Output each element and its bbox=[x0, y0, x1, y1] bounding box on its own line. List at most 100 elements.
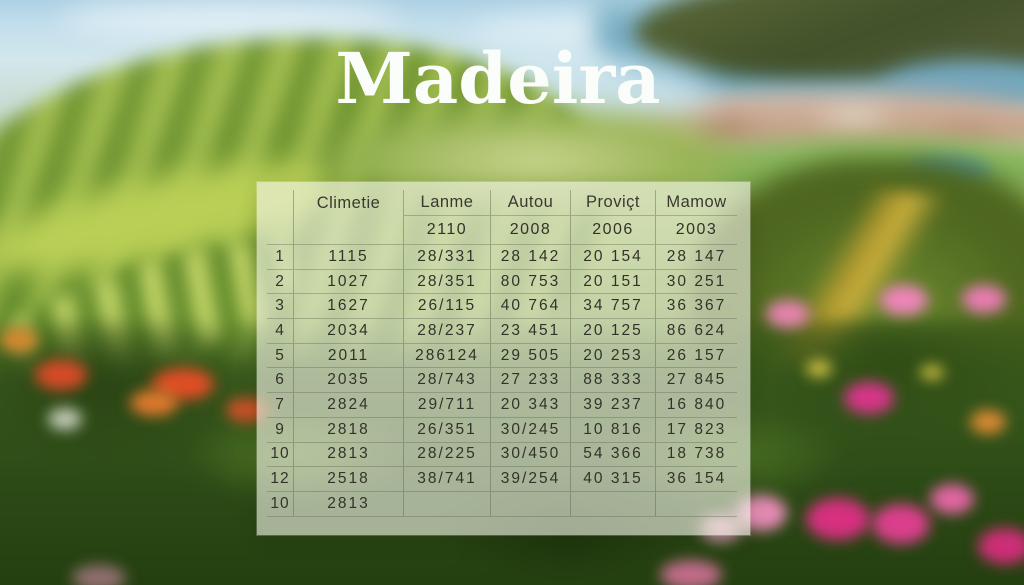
table-cell bbox=[490, 491, 570, 517]
table-cell: 39 237 bbox=[570, 393, 655, 418]
table-cell: 29 505 bbox=[490, 343, 570, 369]
table-cell: 2035 bbox=[293, 368, 403, 394]
table-cell bbox=[570, 491, 655, 517]
table-cell: 39/254 bbox=[490, 467, 570, 492]
row-number: 7 bbox=[267, 393, 293, 418]
row-number: 12 bbox=[267, 467, 293, 492]
table-cell: 40 764 bbox=[490, 294, 570, 320]
table-cell: 2813 bbox=[293, 491, 403, 517]
row-number: 5 bbox=[267, 344, 293, 369]
table-cell: 16 840 bbox=[655, 393, 737, 418]
row-number: 10 bbox=[267, 443, 293, 468]
table-cell: 23 451 bbox=[490, 319, 570, 344]
flower-orange bbox=[970, 410, 1006, 434]
flower-pink bbox=[880, 285, 928, 315]
row-number: 2 bbox=[267, 270, 293, 295]
column-header: Mamow bbox=[655, 190, 737, 216]
table-grid: Climetie Lanme Autou Proviçt Mamow 2110 2008 20… bbox=[267, 190, 737, 517]
table-cell: 30/450 bbox=[490, 442, 570, 468]
row-number: 4 bbox=[267, 319, 293, 344]
flower-pink bbox=[930, 484, 974, 514]
flower-yellow bbox=[920, 365, 944, 380]
table-cell: 28/331 bbox=[403, 245, 490, 270]
table-cell: 1115 bbox=[293, 245, 403, 270]
column-header: Lanme bbox=[403, 190, 490, 216]
table-cell: 17 823 bbox=[655, 417, 737, 443]
table-cell: 20 125 bbox=[570, 319, 655, 344]
table-cell: 2818 bbox=[293, 417, 403, 443]
cloud bbox=[60, 0, 400, 36]
table-cell: 36 154 bbox=[655, 467, 737, 492]
table-cell: 80 753 bbox=[490, 269, 570, 295]
flower-white bbox=[48, 408, 82, 430]
table-cell: 1627 bbox=[293, 294, 403, 320]
table-cell: 26 157 bbox=[655, 343, 737, 369]
table-cell: 18 738 bbox=[655, 442, 737, 468]
row-number: 1 bbox=[267, 245, 293, 270]
table-cell bbox=[655, 491, 737, 517]
table-cell: 20 154 bbox=[570, 245, 655, 270]
table-cell: 28/237 bbox=[403, 319, 490, 344]
flower-yellow bbox=[806, 360, 832, 377]
table-cell: 27 845 bbox=[655, 368, 737, 394]
table-cell: 286124 bbox=[403, 343, 490, 369]
column-year: 2006 bbox=[570, 216, 655, 245]
flower-magenta bbox=[844, 382, 894, 414]
table-cell: 2813 bbox=[293, 442, 403, 468]
table-cell: 20 151 bbox=[570, 269, 655, 295]
column-year: 2003 bbox=[655, 216, 737, 245]
flower-orange bbox=[0, 328, 38, 352]
column-header: Climetie bbox=[293, 190, 403, 216]
table-cell: 40 315 bbox=[570, 467, 655, 492]
corner-cell bbox=[267, 190, 293, 216]
table-cell: 27 233 bbox=[490, 368, 570, 394]
row-number: 10 bbox=[267, 492, 293, 517]
flower-pink bbox=[72, 565, 126, 585]
table-cell: 2034 bbox=[293, 319, 403, 344]
table-cell: 30/245 bbox=[490, 417, 570, 443]
column-header: Autou bbox=[490, 190, 570, 216]
table-cell: 1027 bbox=[293, 269, 403, 295]
column-header: Proviçt bbox=[570, 190, 655, 216]
flower-magenta bbox=[978, 528, 1024, 564]
flower-pink bbox=[660, 560, 722, 585]
column-year: 2008 bbox=[490, 216, 570, 245]
table-cell: 28 142 bbox=[490, 245, 570, 270]
table-cell: 88 333 bbox=[570, 368, 655, 394]
table-cell: 2011 bbox=[293, 343, 403, 369]
table-cell: 30 251 bbox=[655, 269, 737, 295]
table-cell: 38/741 bbox=[403, 467, 490, 492]
page-title: Madeira bbox=[335, 37, 661, 120]
data-table-panel: Climetie Lanme Autou Proviçt Mamow 2110 2008 20… bbox=[257, 182, 750, 535]
flower-magenta bbox=[872, 504, 930, 544]
flower-red bbox=[35, 360, 87, 390]
table-cell: 2518 bbox=[293, 467, 403, 492]
table-cell: 54 366 bbox=[570, 442, 655, 468]
table-cell: 28/351 bbox=[403, 269, 490, 295]
row-number: 9 bbox=[267, 418, 293, 443]
column-year bbox=[293, 216, 403, 245]
table-cell: 28/743 bbox=[403, 368, 490, 394]
table-cell bbox=[403, 491, 490, 517]
flower-orange bbox=[130, 390, 178, 416]
table-cell: 34 757 bbox=[570, 294, 655, 320]
table-cell: 20 253 bbox=[570, 343, 655, 369]
row-number: 6 bbox=[267, 368, 293, 394]
flower-magenta bbox=[806, 498, 870, 540]
table-cell: 29/711 bbox=[403, 393, 490, 418]
flower-pink bbox=[766, 300, 810, 328]
column-year: 2110 bbox=[403, 216, 490, 245]
row-number: 3 bbox=[267, 294, 293, 320]
column-year bbox=[267, 216, 293, 245]
table-cell: 26/115 bbox=[403, 294, 490, 320]
table-cell: 28/225 bbox=[403, 442, 490, 468]
table-cell: 36 367 bbox=[655, 294, 737, 320]
table-cell: 26/351 bbox=[403, 417, 490, 443]
table-cell: 20 343 bbox=[490, 393, 570, 418]
flower-pink bbox=[962, 285, 1006, 313]
table-cell: 86 624 bbox=[655, 319, 737, 344]
table-cell: 10 816 bbox=[570, 417, 655, 443]
table-cell: 2824 bbox=[293, 393, 403, 418]
